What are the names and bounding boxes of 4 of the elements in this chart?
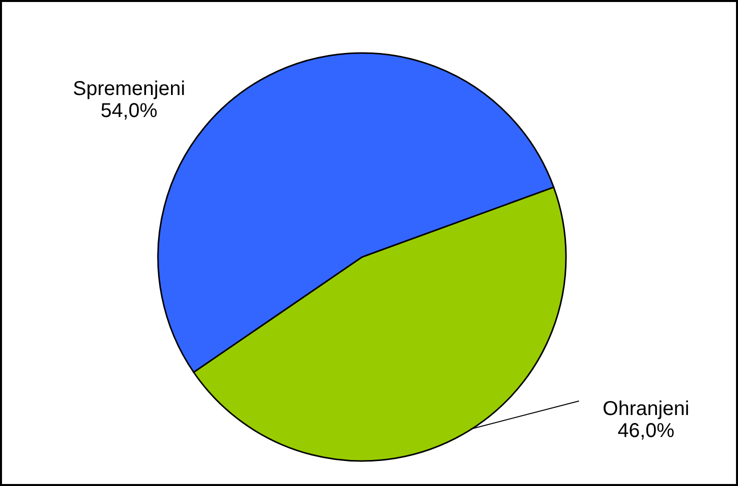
data-label: 46,0% [618, 420, 675, 442]
slice-label: Spremenjeni [72, 78, 186, 100]
slice-label: Ohranjeni [602, 398, 690, 420]
data-label: 54,0% [100, 100, 158, 122]
